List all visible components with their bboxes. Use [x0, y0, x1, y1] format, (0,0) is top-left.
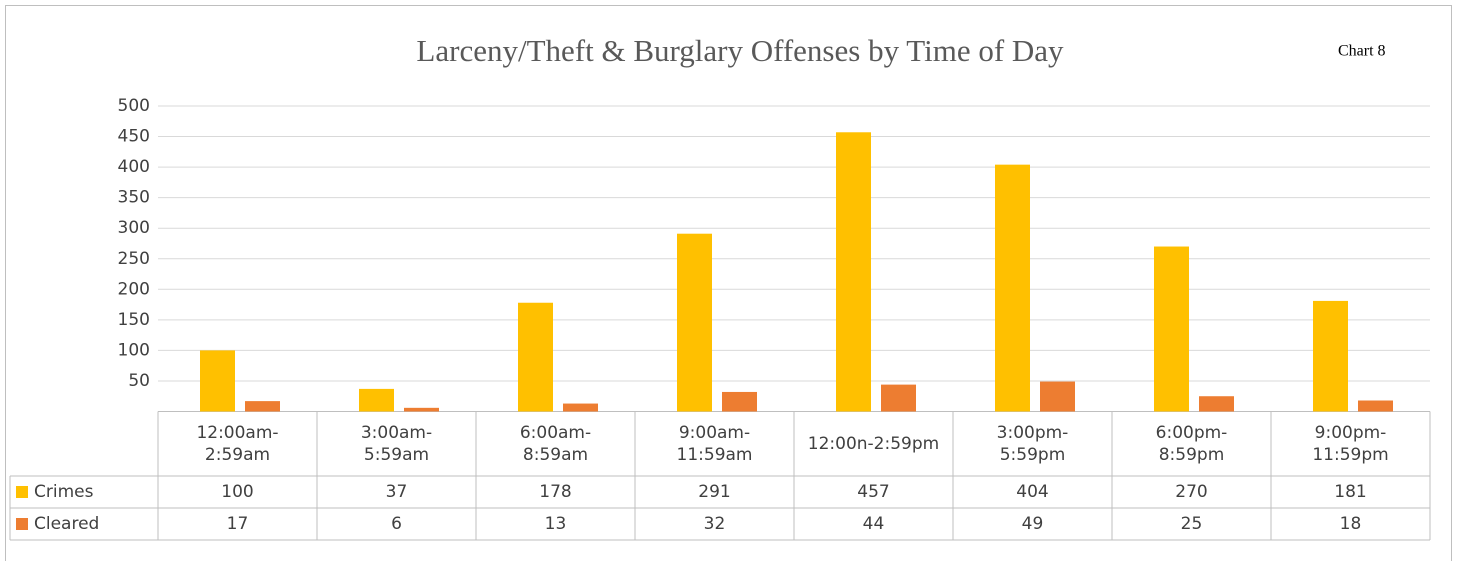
bar — [995, 164, 1030, 412]
y-tick-label: 250 — [118, 249, 150, 269]
table-value: 181 — [1334, 482, 1366, 502]
y-tick-label: 400 — [118, 157, 150, 177]
legend-swatch — [16, 518, 28, 530]
table-value: 18 — [1340, 514, 1362, 534]
x-tick-label: 6:00pm- — [1156, 423, 1228, 443]
chart-title: Larceny/Theft & Burglary Offenses by Tim… — [416, 33, 1064, 68]
x-tick-label: 8:59pm — [1159, 445, 1225, 465]
table-value: 37 — [386, 482, 408, 502]
table-value: 32 — [704, 514, 726, 534]
x-tick-label: 9:00pm- — [1315, 423, 1387, 443]
x-tick-label: 8:59am — [523, 445, 588, 465]
x-tick-label: 12:00am- — [196, 423, 278, 443]
bar — [1154, 246, 1189, 412]
y-tick-label: 150 — [118, 310, 150, 330]
x-tick-label: 3:00pm- — [997, 423, 1069, 443]
bar — [1358, 400, 1393, 412]
x-tick-label: 12:00n-2:59pm — [808, 434, 939, 454]
x-tick-label: 6:00am- — [520, 423, 591, 443]
bar — [836, 132, 871, 412]
table-value: 25 — [1181, 514, 1203, 534]
x-tick-label: 11:59am — [677, 445, 753, 465]
table-value: 100 — [221, 482, 253, 502]
x-tick-label: 9:00am- — [679, 423, 750, 443]
annotation: Chart 8 — [1338, 43, 1386, 60]
bar — [518, 302, 553, 412]
bar — [200, 350, 235, 412]
x-tick-label: 5:59pm — [1000, 445, 1066, 465]
table-value: 44 — [863, 514, 885, 534]
chart-frame — [5, 5, 1452, 561]
table-value: 404 — [1016, 482, 1048, 502]
bar — [1199, 396, 1234, 412]
table-value: 291 — [698, 482, 730, 502]
y-tick-label: 200 — [118, 279, 150, 299]
bar — [245, 401, 280, 412]
bar — [404, 407, 439, 412]
y-tick-label: 450 — [118, 127, 150, 147]
table-value: 6 — [391, 514, 402, 534]
y-tick-label: 500 — [118, 96, 150, 116]
table-value: 457 — [857, 482, 889, 502]
bar — [677, 233, 712, 412]
table-value: 17 — [227, 514, 249, 534]
table-value: 49 — [1022, 514, 1044, 534]
bar — [1313, 300, 1348, 412]
y-tick-label: 300 — [118, 218, 150, 238]
y-tick-label: 50 — [128, 371, 150, 391]
y-tick-label: 350 — [118, 188, 150, 208]
table-value: 270 — [1175, 482, 1207, 502]
table-value: 13 — [545, 514, 567, 534]
x-tick-label: 3:00am- — [361, 423, 432, 443]
x-tick-label: 2:59am — [205, 445, 270, 465]
legend-label: Crimes — [34, 482, 94, 502]
bar — [563, 403, 598, 412]
bar — [881, 384, 916, 412]
bar — [722, 391, 757, 412]
x-tick-label: 5:59am — [364, 445, 429, 465]
bar — [1040, 381, 1075, 412]
legend-swatch — [16, 486, 28, 498]
bar — [359, 388, 394, 412]
table-value: 178 — [539, 482, 571, 502]
x-tick-label: 11:59pm — [1312, 445, 1388, 465]
legend-label: Cleared — [34, 514, 99, 534]
y-tick-label: 100 — [118, 340, 150, 360]
